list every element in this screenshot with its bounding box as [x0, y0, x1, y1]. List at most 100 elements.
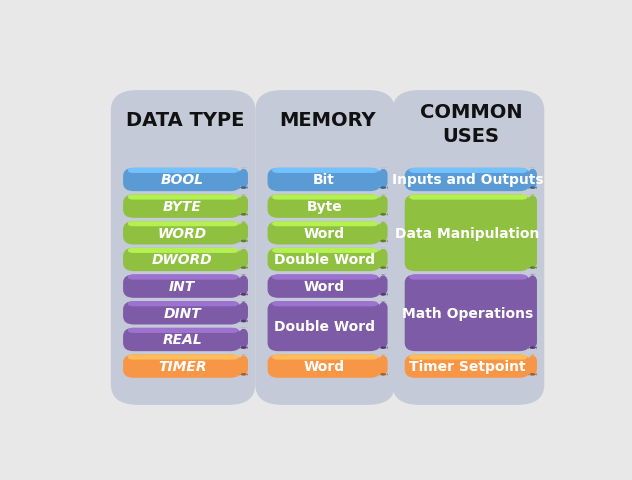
FancyBboxPatch shape — [267, 222, 380, 245]
FancyBboxPatch shape — [272, 195, 379, 200]
FancyBboxPatch shape — [239, 195, 248, 216]
FancyBboxPatch shape — [123, 248, 241, 272]
FancyBboxPatch shape — [123, 222, 241, 245]
FancyBboxPatch shape — [239, 186, 248, 191]
FancyBboxPatch shape — [379, 292, 387, 297]
FancyBboxPatch shape — [239, 292, 248, 297]
FancyBboxPatch shape — [272, 275, 379, 280]
Text: DWORD: DWORD — [152, 253, 212, 267]
Text: Double Word: Double Word — [274, 320, 375, 334]
Text: Word: Word — [303, 279, 344, 294]
FancyBboxPatch shape — [239, 275, 248, 296]
FancyBboxPatch shape — [127, 168, 239, 174]
Text: REAL: REAL — [162, 333, 202, 347]
Text: Word: Word — [303, 227, 344, 240]
Text: MEMORY: MEMORY — [279, 111, 376, 130]
FancyBboxPatch shape — [127, 222, 239, 227]
FancyBboxPatch shape — [409, 275, 528, 280]
FancyBboxPatch shape — [239, 328, 248, 349]
FancyBboxPatch shape — [239, 301, 248, 323]
FancyBboxPatch shape — [379, 168, 387, 190]
FancyBboxPatch shape — [272, 222, 379, 227]
Text: Word: Word — [303, 360, 344, 373]
FancyBboxPatch shape — [123, 168, 241, 192]
FancyBboxPatch shape — [239, 266, 248, 270]
Text: Bit: Bit — [313, 173, 335, 187]
FancyBboxPatch shape — [379, 372, 387, 377]
FancyBboxPatch shape — [379, 239, 387, 244]
FancyBboxPatch shape — [404, 275, 530, 351]
FancyBboxPatch shape — [528, 168, 537, 190]
FancyBboxPatch shape — [379, 346, 387, 350]
Text: Inputs and Outputs: Inputs and Outputs — [392, 173, 544, 187]
FancyBboxPatch shape — [379, 186, 387, 191]
FancyBboxPatch shape — [379, 266, 387, 270]
Text: BOOL: BOOL — [161, 173, 204, 187]
FancyBboxPatch shape — [111, 91, 255, 405]
FancyBboxPatch shape — [272, 355, 379, 360]
Text: COMMON
USES: COMMON USES — [420, 103, 522, 145]
FancyBboxPatch shape — [379, 275, 387, 296]
FancyBboxPatch shape — [267, 195, 380, 218]
FancyBboxPatch shape — [255, 91, 395, 405]
FancyBboxPatch shape — [123, 195, 241, 218]
Text: WORD: WORD — [157, 227, 207, 240]
FancyBboxPatch shape — [239, 248, 248, 269]
FancyBboxPatch shape — [272, 301, 379, 307]
FancyBboxPatch shape — [379, 355, 387, 376]
FancyBboxPatch shape — [123, 275, 241, 298]
FancyBboxPatch shape — [272, 168, 379, 174]
Text: BYTE: BYTE — [162, 200, 202, 214]
Text: DINT: DINT — [163, 306, 201, 320]
FancyBboxPatch shape — [528, 186, 537, 191]
FancyBboxPatch shape — [123, 301, 241, 325]
Text: Byte: Byte — [307, 200, 342, 214]
FancyBboxPatch shape — [379, 222, 387, 243]
FancyBboxPatch shape — [127, 328, 239, 333]
FancyBboxPatch shape — [528, 355, 537, 376]
FancyBboxPatch shape — [409, 168, 528, 174]
FancyBboxPatch shape — [404, 168, 530, 192]
FancyBboxPatch shape — [239, 346, 248, 350]
FancyBboxPatch shape — [528, 195, 537, 269]
FancyBboxPatch shape — [127, 301, 239, 307]
Text: INT: INT — [169, 279, 195, 294]
FancyBboxPatch shape — [379, 248, 387, 269]
FancyBboxPatch shape — [267, 275, 380, 298]
Text: TIMER: TIMER — [158, 360, 207, 373]
FancyBboxPatch shape — [272, 248, 379, 253]
FancyBboxPatch shape — [379, 301, 387, 349]
FancyBboxPatch shape — [379, 213, 387, 217]
FancyBboxPatch shape — [123, 328, 241, 351]
FancyBboxPatch shape — [123, 355, 241, 378]
FancyBboxPatch shape — [127, 248, 239, 253]
FancyBboxPatch shape — [267, 168, 380, 192]
FancyBboxPatch shape — [127, 355, 239, 360]
FancyBboxPatch shape — [239, 319, 248, 324]
FancyBboxPatch shape — [239, 355, 248, 376]
FancyBboxPatch shape — [409, 195, 528, 200]
FancyBboxPatch shape — [239, 222, 248, 243]
FancyBboxPatch shape — [528, 275, 537, 349]
FancyBboxPatch shape — [267, 248, 380, 272]
FancyBboxPatch shape — [409, 355, 528, 360]
Text: Data Manipulation: Data Manipulation — [395, 227, 540, 240]
FancyBboxPatch shape — [267, 301, 380, 351]
FancyBboxPatch shape — [239, 168, 248, 190]
Text: Timer Setpoint: Timer Setpoint — [409, 360, 526, 373]
FancyBboxPatch shape — [267, 355, 380, 378]
FancyBboxPatch shape — [528, 346, 537, 350]
FancyBboxPatch shape — [528, 372, 537, 377]
FancyBboxPatch shape — [127, 275, 239, 280]
FancyBboxPatch shape — [239, 213, 248, 217]
FancyBboxPatch shape — [239, 239, 248, 244]
FancyBboxPatch shape — [392, 91, 544, 405]
Text: DATA TYPE: DATA TYPE — [126, 111, 245, 130]
FancyBboxPatch shape — [239, 372, 248, 377]
FancyBboxPatch shape — [404, 355, 530, 378]
FancyBboxPatch shape — [528, 266, 537, 270]
FancyBboxPatch shape — [379, 195, 387, 216]
FancyBboxPatch shape — [404, 195, 530, 272]
Text: Double Word: Double Word — [274, 253, 375, 267]
Text: Math Operations: Math Operations — [402, 306, 533, 320]
